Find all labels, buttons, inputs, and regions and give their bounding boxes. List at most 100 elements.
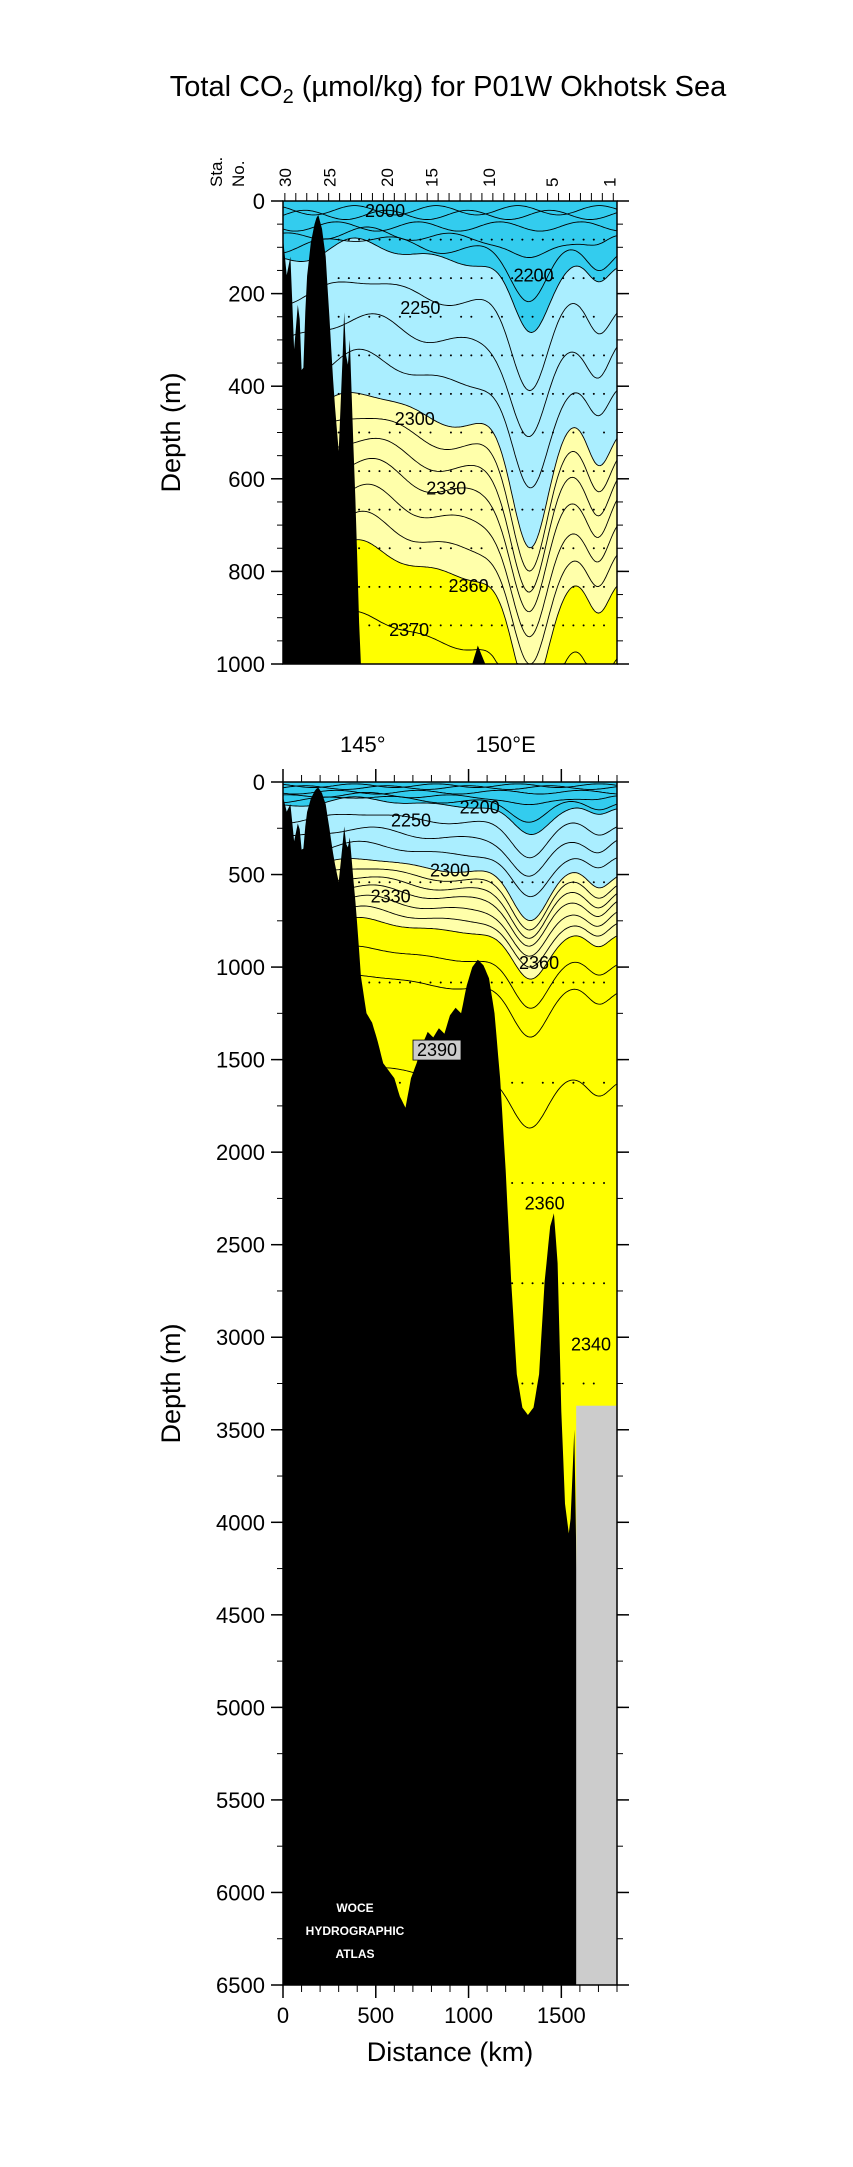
sample-dot [572, 354, 575, 357]
sample-dot [490, 277, 493, 280]
sample-dot [439, 881, 442, 884]
sample-dot [592, 392, 595, 395]
sample-dot [572, 881, 575, 884]
sample-dot [500, 470, 503, 473]
sample-dot [572, 470, 575, 473]
y-tick-label: 3000 [216, 1325, 265, 1350]
sample-dot [470, 470, 473, 473]
lower-bottom-topography [283, 787, 617, 1985]
sample-dot [429, 508, 432, 511]
station-label: 5 [543, 178, 562, 187]
sample-dot [490, 238, 493, 241]
station-number-axis: 30 25 20 15 10 5 1 Sta. No. [207, 157, 620, 201]
sample-dot [470, 277, 473, 280]
sample-dot [358, 508, 361, 511]
contour-2310 [282, 868, 618, 931]
sample-dot [409, 392, 412, 395]
sample-dot [562, 547, 565, 550]
sample-dot [419, 431, 422, 434]
y-tick-label: 6500 [216, 1973, 265, 1998]
sample-dot [511, 547, 514, 550]
station-label: 20 [378, 168, 397, 187]
sample-dot [378, 238, 381, 241]
sample-dot [572, 1282, 575, 1285]
sample-dot [511, 277, 514, 280]
sample-dot [531, 392, 534, 395]
sample-dot [398, 881, 401, 884]
sample-dot [551, 315, 554, 318]
contour-2000 [282, 209, 618, 220]
sample-dot [358, 547, 361, 550]
contour-2200 [282, 796, 618, 835]
sample-dot [551, 585, 554, 588]
sample-dot [500, 392, 503, 395]
sample-dot [429, 881, 432, 884]
sample-dot [337, 431, 340, 434]
y-tick-label: 1500 [216, 1048, 265, 1073]
y-tick-label: 4500 [216, 1603, 265, 1628]
sample-dot [337, 354, 340, 357]
band-ffffaa [283, 392, 617, 664]
sample-dot [460, 431, 463, 434]
sample-dot [439, 354, 442, 357]
station-label: 30 [276, 168, 295, 187]
station-label: 10 [480, 168, 499, 187]
sample-dot [562, 1382, 565, 1385]
upper-depth-axis: 0 200 400 600 800 1000 [216, 189, 629, 677]
y-tick-label: 1000 [216, 652, 265, 677]
sample-dot [460, 881, 463, 884]
contour-2000 [282, 785, 618, 790]
sample-dot [511, 508, 514, 511]
contour-2100 [282, 791, 618, 806]
sample-dot [480, 508, 483, 511]
sample-dot [398, 1081, 401, 1084]
station-label: 1 [601, 178, 620, 187]
sample-dot [470, 392, 473, 395]
sample-dot [592, 315, 595, 318]
sample-dot [511, 624, 514, 627]
sample-dot [449, 431, 452, 434]
sample-dot [439, 547, 442, 550]
lower-panel: 2200 2250 2300 2330 2360 2390 2360 2340 0 500 100… [156, 732, 629, 2067]
sample-dot [531, 1382, 534, 1385]
sample-dot [521, 354, 524, 357]
sample-dot [500, 277, 503, 280]
y-tick-label: 500 [228, 863, 265, 888]
band-aaeeff [283, 238, 617, 548]
sample-dot [541, 1182, 544, 1184]
sample-dot [531, 315, 534, 318]
sample-dot [480, 277, 483, 280]
sample-dot [388, 624, 391, 627]
sample-dot [388, 547, 391, 550]
sample-dot [409, 547, 412, 550]
sample-dot [531, 508, 534, 511]
sample-dot [398, 585, 401, 588]
contour-1950 [282, 205, 618, 216]
sample-dot [582, 1382, 585, 1385]
sample-dot [449, 981, 452, 984]
sample-dot [541, 277, 544, 280]
sample-dot [358, 470, 361, 473]
contour-1950 [282, 783, 618, 788]
sample-dot [388, 508, 391, 511]
sample-dot [603, 277, 606, 280]
sample-dot [368, 238, 371, 241]
contour-label: 2300 [430, 861, 470, 881]
y-tick-label: 5500 [216, 1788, 265, 1813]
sample-dot [368, 431, 371, 434]
contour-2250 [282, 313, 618, 438]
sample-dot [572, 585, 575, 588]
y-tick-label: 1000 [216, 955, 265, 980]
sample-dot [500, 508, 503, 511]
sample-dot [541, 470, 544, 473]
sample-dot [470, 315, 473, 318]
sample-dot [419, 470, 422, 473]
station-axis-title: No. [229, 161, 248, 187]
sample-dot [551, 238, 554, 241]
sample-dot [388, 431, 391, 434]
sample-dot [398, 277, 401, 280]
sample-dot [521, 1282, 524, 1285]
logo-word: HYDROGRAPHIC [306, 1924, 405, 1938]
sample-dot [480, 585, 483, 588]
sample-dot [449, 547, 452, 550]
